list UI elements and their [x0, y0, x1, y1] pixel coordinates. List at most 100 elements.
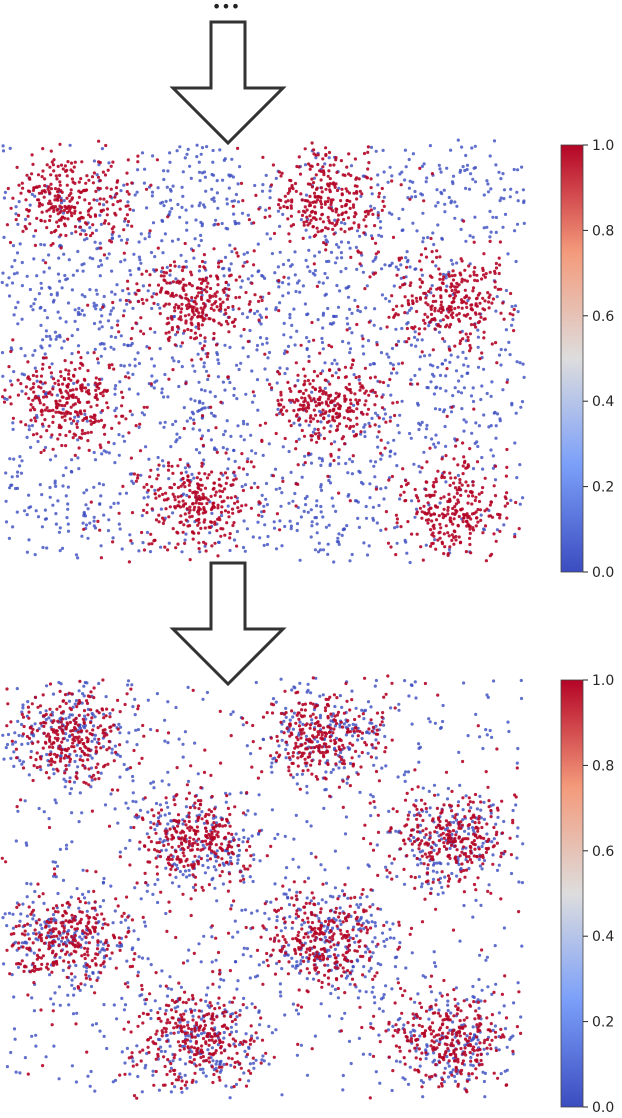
scatter-point	[173, 498, 177, 502]
scatter-point	[54, 454, 58, 458]
scatter-point	[230, 320, 235, 324]
scatter-point	[438, 991, 442, 995]
scatter-point	[335, 170, 339, 174]
scatter-point	[491, 297, 495, 301]
scatter-point	[219, 323, 223, 327]
scatter-point	[171, 280, 175, 284]
scatter-point	[233, 474, 237, 478]
scatter-point	[90, 175, 95, 179]
scatter-point	[179, 514, 183, 518]
scatter-point	[73, 308, 77, 312]
scatter-point	[151, 154, 155, 158]
scatter-point	[431, 869, 435, 873]
scatter-point	[58, 549, 62, 553]
scatter-point	[117, 234, 121, 238]
scatter-point	[50, 433, 54, 437]
scatter-point	[295, 329, 299, 333]
scatter-point	[323, 234, 327, 238]
scatter-point	[194, 448, 199, 452]
scatter-point	[445, 367, 449, 371]
scatter-point	[422, 450, 426, 454]
scatter-point	[204, 549, 208, 553]
scatter-point	[62, 252, 66, 256]
scatter-point	[434, 433, 438, 437]
scatter-point	[140, 272, 144, 276]
scatter-point	[171, 184, 175, 188]
scatter-point	[338, 422, 342, 426]
scatter-point	[191, 427, 195, 431]
scatter-point	[326, 196, 330, 200]
scatter-point	[345, 781, 349, 785]
scatter-point	[349, 914, 353, 919]
scatter-point	[445, 414, 449, 418]
scatter-point	[35, 379, 39, 383]
scatter-point	[425, 1044, 429, 1048]
scatter-point	[196, 518, 200, 522]
scatter-point	[308, 382, 312, 386]
scatter-point	[47, 285, 51, 289]
scatter-point	[331, 504, 335, 508]
scatter-point	[237, 367, 241, 372]
scatter-point	[80, 811, 84, 815]
scatter-point	[426, 521, 430, 525]
scatter-point	[337, 406, 341, 410]
scatter-point	[357, 223, 361, 227]
scatter-point	[60, 190, 64, 194]
scatter-point	[91, 223, 95, 227]
scatter-point	[83, 409, 87, 413]
scatter-point	[51, 415, 55, 419]
scatter-point	[124, 801, 128, 805]
scatter-point	[98, 179, 102, 183]
scatter-point	[407, 810, 412, 814]
scatter-point	[347, 341, 351, 345]
scatter-point	[19, 346, 23, 351]
scatter-point	[492, 139, 497, 143]
scatter-point	[436, 469, 440, 473]
scatter-point	[59, 370, 63, 374]
scatter-point	[51, 503, 55, 507]
scatter-point	[227, 330, 231, 334]
scatter-point	[377, 191, 381, 195]
scatter-point	[94, 388, 98, 392]
scatter-point	[160, 200, 165, 204]
scatter-point	[487, 300, 491, 304]
scatter-point	[473, 215, 477, 219]
scatter-point	[97, 377, 102, 381]
scatter-point	[473, 180, 478, 184]
scatter-point	[319, 202, 323, 206]
scatter-point	[487, 425, 491, 429]
scatter-point	[260, 439, 264, 443]
scatter-point	[242, 422, 246, 426]
scatter-point	[377, 416, 381, 420]
scatter-point	[367, 161, 371, 165]
scatter-point	[281, 294, 285, 298]
scatter-point	[356, 305, 360, 309]
scatter-point	[165, 185, 169, 189]
scatter-point	[133, 697, 137, 702]
scatter-point	[237, 307, 241, 311]
scatter-point	[68, 388, 72, 393]
scatter-point	[76, 344, 81, 348]
scatter-point	[436, 892, 440, 897]
scatter-point	[366, 150, 370, 154]
scatter-point	[219, 259, 223, 263]
scatter-point	[56, 499, 60, 503]
scatter-point	[426, 501, 430, 505]
scatter-point	[82, 694, 86, 698]
scatter-point	[118, 298, 122, 302]
scatter-point	[357, 398, 361, 402]
scatter-point	[49, 371, 54, 375]
scatter-point	[454, 444, 458, 448]
scatter-point	[184, 470, 188, 474]
scatter-point	[355, 267, 359, 271]
scatter-point	[293, 686, 297, 690]
scatter-point	[516, 746, 520, 751]
scatter-point	[494, 424, 498, 428]
scatter-point	[92, 413, 96, 417]
scatter-point	[130, 326, 134, 330]
scatter-point	[58, 399, 62, 403]
scatter-point	[200, 434, 205, 438]
scatter-point	[125, 241, 129, 245]
scatter-point	[503, 348, 508, 352]
scatter-point	[289, 214, 293, 218]
